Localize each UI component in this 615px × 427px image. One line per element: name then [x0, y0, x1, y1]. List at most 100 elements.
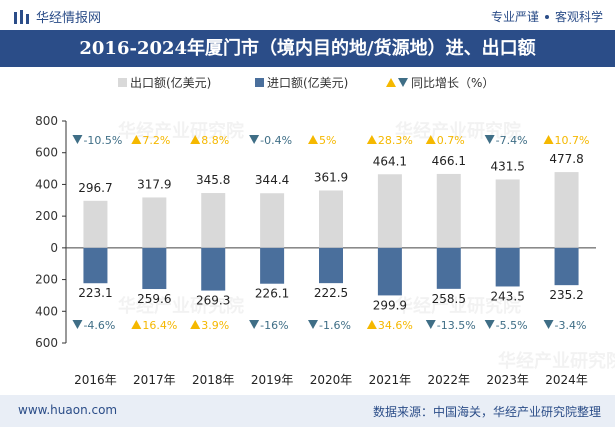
import-value-label: 259.6 [137, 292, 171, 306]
legend-import-label: 进口额(亿美元) [267, 75, 348, 90]
import-bar [495, 247, 520, 287]
import-bar [83, 247, 108, 284]
import-growth-down-triangle-icon [484, 320, 495, 329]
import-growth-down-triangle-icon [72, 320, 83, 329]
y-tick-label: 800 [35, 114, 58, 128]
x-tick-label: 2017年 [133, 373, 176, 387]
slogan-2: 客观科学 [554, 10, 603, 24]
import-bar [201, 247, 226, 291]
import-growth-down-triangle-icon [543, 320, 554, 329]
export-growth-up-triangle-icon [131, 135, 142, 144]
y-tick-label: 600 [35, 336, 58, 350]
export-growth-label: 0.7% [437, 134, 465, 147]
x-tick-label: 2018年 [192, 373, 235, 387]
x-tick-label: 2021年 [369, 373, 412, 387]
watermark-4: 华经产业研究院 [498, 350, 615, 372]
export-value-label: 464.1 [373, 154, 407, 168]
export-value-label: 317.9 [137, 177, 171, 191]
export-value-label: 361.9 [314, 170, 348, 184]
export-value-label: 477.8 [549, 152, 583, 166]
import-bar [554, 247, 579, 286]
slogan: 专业严谨 客观科学 [491, 8, 603, 25]
y-tick-label: 600 [35, 146, 58, 160]
import-growth-up-triangle-icon [131, 320, 142, 329]
export-value-label: 296.7 [78, 181, 112, 195]
export-bar [319, 190, 343, 248]
export-bar [554, 172, 579, 248]
export-bar [142, 197, 167, 248]
export-bar [495, 179, 520, 248]
export-growth-label: -10.5% [83, 134, 122, 147]
export-value-label: 466.1 [432, 154, 466, 168]
import-value-label: 222.5 [314, 286, 348, 300]
x-tick-label: 2023年 [486, 373, 529, 387]
separator-dot-icon [544, 14, 549, 19]
y-tick-label: 0 [50, 241, 58, 255]
legend-export-swatch [118, 78, 127, 87]
brand-name: 华经情报网 [36, 11, 102, 26]
website-link[interactable]: www.huaon.com [18, 403, 118, 417]
import-bar [436, 247, 461, 289]
import-growth-down-triangle-icon [249, 320, 260, 329]
watermark-3: 华经产业研究院 [395, 295, 521, 317]
y-tick-label: 200 [35, 273, 58, 287]
chart-title: 2016-2024年厦门市（境内目的地/货源地）进、出口额 [0, 30, 615, 67]
import-value-label: 226.1 [255, 287, 289, 301]
import-growth-down-triangle-icon [425, 320, 436, 329]
export-growth-label: -7.4% [496, 134, 528, 147]
import-growth-label: -3.4% [555, 319, 587, 332]
export-bar [83, 200, 108, 248]
export-value-label: 344.4 [255, 173, 289, 187]
export-growth-label: 10.7% [555, 134, 590, 147]
y-tick-label: 400 [35, 304, 58, 318]
export-bar [436, 173, 461, 248]
legend-export-label: 出口额(亿美元) [130, 75, 211, 90]
export-growth-label: 8.8% [201, 134, 229, 147]
import-growth-label: -13.5% [437, 319, 476, 332]
export-growth-label: 28.3% [378, 134, 413, 147]
x-tick-label: 2019年 [251, 373, 294, 387]
export-growth-down-triangle-icon [484, 135, 495, 144]
import-growth-label: 3.9% [201, 319, 229, 332]
data-source: 数据来源：中国海关，华经产业研究院整理 [372, 405, 601, 419]
import-growth-label: 34.6% [378, 319, 413, 332]
import-growth-label: -5.5% [496, 319, 528, 332]
import-growth-label: -4.6% [83, 319, 115, 332]
import-growth-up-triangle-icon [366, 320, 377, 329]
import-growth-down-triangle-icon [308, 320, 318, 329]
export-growth-label: -0.4% [260, 134, 292, 147]
import-growth-label: -16% [260, 319, 288, 332]
top-bar: 华经情报网 专业严谨 客观科学 [0, 0, 615, 30]
export-growth-up-triangle-icon [366, 135, 377, 144]
watermark-2: 华经产业研究院 [118, 295, 244, 317]
brand[interactable]: 华经情报网 [14, 7, 101, 26]
legend-down-triangle-icon [398, 78, 408, 87]
import-growth-label: 16.4% [142, 319, 177, 332]
import-bar [319, 247, 343, 284]
import-growth-label: -1.6% [319, 319, 351, 332]
footer: www.huaon.com 数据来源：中国海关，华经产业研究院整理 [0, 395, 615, 427]
export-value-label: 345.8 [196, 173, 230, 187]
x-tick-label: 2020年 [310, 373, 353, 387]
x-tick-label: 2024年 [545, 373, 588, 387]
import-bar [377, 247, 402, 296]
export-growth-down-triangle-icon [249, 135, 260, 144]
x-tick-label: 2022年 [428, 373, 471, 387]
import-value-label: 269.3 [196, 294, 230, 308]
export-growth-label: 7.2% [142, 134, 170, 147]
legend-up-triangle-icon [386, 78, 396, 87]
import-value-label: 299.9 [373, 298, 407, 312]
export-growth-up-triangle-icon [308, 135, 318, 144]
watermark-0: 华经产业研究院 [118, 120, 244, 142]
brand-logo-icon [14, 9, 29, 24]
export-bar [201, 193, 226, 248]
import-value-label: 223.1 [78, 286, 112, 300]
export-growth-label: 5% [319, 134, 336, 147]
import-bar [260, 247, 285, 284]
import-growth-up-triangle-icon [190, 320, 201, 329]
import-value-label: 243.5 [490, 289, 524, 303]
y-tick-label: 400 [35, 177, 58, 191]
legend-growth-label: 同比增长（%） [411, 76, 494, 90]
import-value-label: 235.2 [549, 288, 583, 302]
